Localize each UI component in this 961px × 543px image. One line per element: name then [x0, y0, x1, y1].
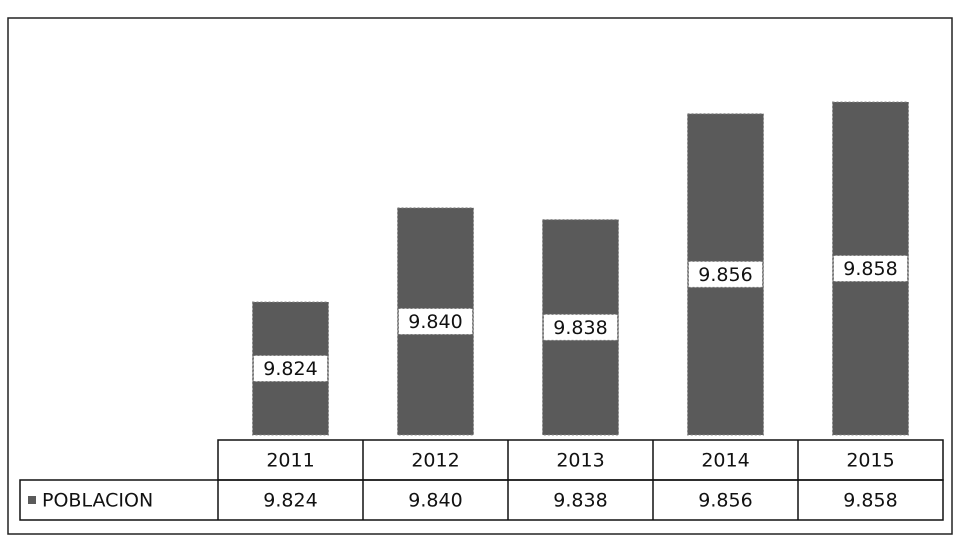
table-value: 9.858 — [843, 490, 897, 512]
value-label-box — [543, 313, 618, 341]
table-value: 9.840 — [408, 490, 462, 512]
table-value: 9.824 — [263, 490, 317, 512]
value-label: 9.838 — [553, 317, 607, 339]
x-tick-label: 2012 — [411, 450, 459, 472]
value-label: 9.858 — [843, 258, 897, 280]
x-tick-label: 2011 — [266, 450, 314, 472]
legend-label: POBLACION — [42, 490, 153, 512]
value-label: 9.824 — [263, 358, 317, 380]
value-label: 9.856 — [698, 264, 752, 286]
value-label-box — [253, 355, 328, 382]
value-label-box — [398, 307, 473, 335]
table-value: 9.856 — [698, 490, 752, 512]
x-tick-label: 2014 — [701, 450, 749, 472]
chart-border — [7, 17, 953, 535]
table-value: 9.838 — [553, 490, 607, 512]
value-label-box — [688, 260, 763, 288]
value-label: 9.840 — [408, 311, 462, 333]
legend-swatch — [28, 496, 36, 504]
table-row — [19, 479, 944, 521]
value-label-box — [833, 255, 908, 282]
x-tick-label: 2015 — [846, 450, 894, 472]
x-tick-label: 2013 — [556, 450, 604, 472]
